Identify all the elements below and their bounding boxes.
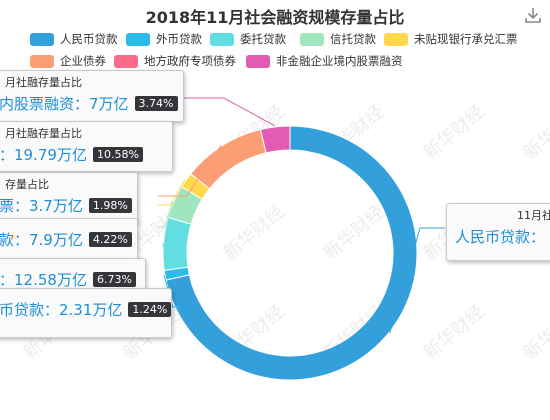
legend-item-7[interactable]: 非金融企业境内股票融资 — [246, 54, 403, 68]
legend-swatch — [114, 54, 138, 68]
tooltip-value: 内股票融资：7万亿 — [0, 95, 129, 113]
legend-item-6[interactable]: 地方政府专项债券 — [114, 54, 236, 68]
tooltip-box-2: 存量占比票：3.7万亿 1.98% — [0, 172, 138, 224]
tooltip-line: 票：3.7万亿 1.98% — [0, 195, 132, 216]
legend-label: 地方政府专项债券 — [144, 54, 236, 68]
leader-line-1 — [163, 275, 180, 308]
tooltip-box-5: 币贷款：2.31万亿 1.24% — [0, 288, 172, 338]
legend-swatch — [246, 54, 270, 68]
legend-label: 外币贷款 — [156, 32, 202, 46]
legend-item-2[interactable]: 委托贷款 — [210, 32, 286, 46]
legend-label: 委托贷款 — [240, 32, 286, 46]
leader-line-3 — [158, 201, 174, 228]
download-icon[interactable] — [524, 6, 542, 24]
legend-item-0[interactable]: 人民币贷款 — [30, 32, 118, 46]
tooltip-line: ：12.58万亿 6.73% — [0, 269, 136, 290]
tooltip-line: ：19.79万亿 10.58% — [0, 144, 143, 165]
leader-line-2 — [161, 243, 180, 267]
legend-item-3[interactable]: 信托贷款 — [300, 32, 376, 46]
legend-swatch — [30, 32, 54, 46]
tooltip-line: 内股票融资：7万亿 3.74% — [0, 93, 178, 114]
tooltip-percent-badge: 1.24% — [128, 302, 171, 317]
donut-slice-7[interactable] — [259, 125, 291, 154]
legend-swatch — [126, 32, 150, 46]
legend-swatch — [384, 32, 408, 46]
donut-slice-2[interactable] — [162, 216, 192, 271]
tooltip-header: 11月社 — [517, 209, 550, 222]
tooltip-line: 款：7.9万亿 4.22% — [0, 229, 132, 250]
donut-slice-5[interactable] — [190, 128, 267, 190]
tooltip-line: 币贷款：2.31万亿 1.24% — [0, 299, 171, 320]
tooltip-value: 币贷款：2.31万亿 — [0, 301, 123, 319]
legend-label: 非金融企业境内股票融资 — [276, 54, 403, 68]
leader-line-7 — [182, 97, 276, 127]
tooltip-header: 存量占比 — [5, 178, 49, 191]
tooltip-header: 月社融存量占比 — [5, 76, 82, 89]
legend-label: 企业债券 — [60, 54, 106, 68]
tooltip-header: 月社融存量占比 — [5, 127, 82, 140]
tooltip-value: ：12.58万亿 — [0, 271, 87, 289]
legend-item-1[interactable]: 外币贷款 — [126, 32, 202, 46]
leader-line-5 — [158, 144, 222, 197]
legend-item-5[interactable]: 企业债券 — [30, 54, 106, 68]
tooltip-value: 人民币贷款： — [455, 228, 546, 246]
tooltip-value: 票：3.7万亿 — [0, 197, 83, 215]
tooltip-box-3: 款：7.9万亿 4.22% — [0, 218, 138, 260]
legend-swatch — [300, 32, 324, 46]
legend-label: 人民币贷款 — [60, 32, 118, 46]
tooltip-percent-badge: 1.98% — [88, 198, 132, 213]
tooltip-line: 人民币贷款： — [455, 226, 545, 247]
tooltip-percent-badge: 6.73% — [92, 272, 136, 287]
tooltip-box-6: 11月社人民币贷款： — [446, 203, 550, 261]
legend-swatch — [30, 54, 54, 68]
chart-title: 2018年11月社会融资规模存量占比 — [145, 8, 405, 27]
leader-line-0 — [389, 227, 445, 334]
tooltip-box-0: 月社融存量占比内股票融资：7万亿 3.74% — [0, 70, 184, 122]
tooltip-percent-badge: 4.22% — [88, 232, 132, 247]
tooltip-percent-badge: 10.58% — [92, 147, 143, 162]
legend-label: 信托贷款 — [330, 32, 376, 46]
legend-swatch — [210, 32, 234, 46]
legend-item-4[interactable]: 未贴现银行承兑汇票 — [384, 32, 518, 46]
tooltip-percent-badge: 3.74% — [134, 96, 178, 111]
tooltip-box-1: 月社融存量占比 ：19.79万亿 10.58% — [0, 121, 173, 172]
tooltip-value: ：19.79万亿 — [0, 146, 87, 164]
tooltip-value: 款：7.9万亿 — [0, 231, 83, 249]
legend-label: 未贴现银行承兑汇票 — [414, 32, 518, 46]
leader-line-4 — [158, 179, 186, 206]
